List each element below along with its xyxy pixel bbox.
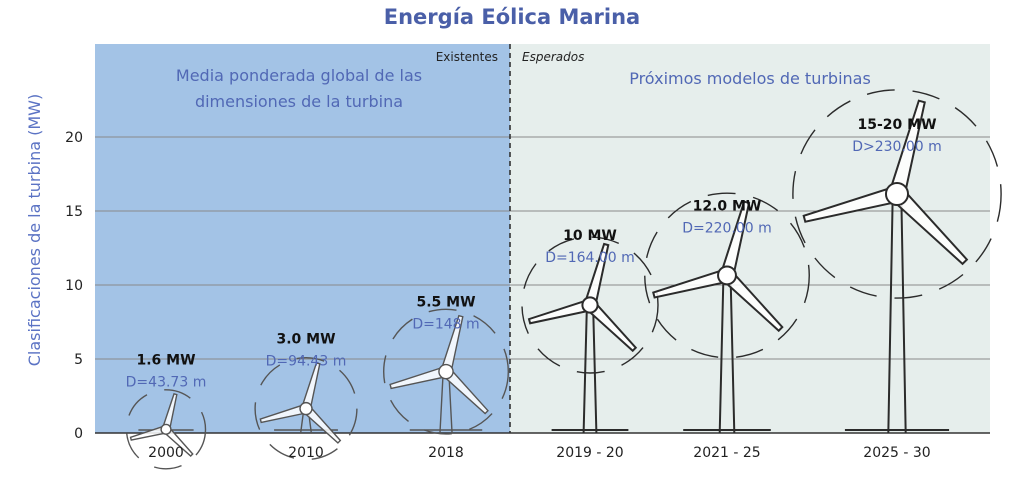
rotor-sweep bbox=[521, 236, 659, 374]
turbine-hub bbox=[581, 296, 599, 314]
turbine-blade bbox=[652, 268, 730, 299]
rotor-sweep bbox=[254, 357, 358, 461]
turbine-blade bbox=[389, 365, 449, 390]
mw-label: 10 MW bbox=[563, 228, 617, 244]
turbine-1 bbox=[125, 389, 207, 470]
turbine-blade bbox=[129, 424, 168, 441]
existing-segment-label: Existentes bbox=[436, 50, 498, 64]
x-tick-label: 2000 bbox=[148, 445, 184, 461]
existing-region-text-line-1: Media ponderada global de las bbox=[176, 66, 422, 85]
expected-region-text: Próximos modelos de turbinas bbox=[629, 69, 871, 88]
turbine-tower bbox=[887, 197, 907, 434]
turbine-blade bbox=[721, 269, 784, 333]
turbine-blade bbox=[162, 425, 194, 457]
rotor-sweep bbox=[383, 308, 510, 435]
diameter-label: D=220.00 m bbox=[682, 220, 772, 236]
mw-label: 12.0 MW bbox=[693, 198, 762, 214]
y-tick-label: 5 bbox=[74, 352, 83, 368]
turbine-tower bbox=[718, 279, 736, 434]
turbine-blade bbox=[301, 404, 342, 444]
turbine-hub bbox=[884, 181, 910, 207]
x-tick-label: 2010 bbox=[288, 445, 324, 461]
chart-labels: 0 5 10 15 20 2000 2010 2018 2019 - 20 2021 - 25 20… bbox=[65, 117, 942, 461]
diameter-label: D=148 m bbox=[412, 317, 479, 333]
turbine-5 bbox=[644, 192, 810, 434]
y-tick-label: 15 bbox=[65, 204, 83, 220]
turbine-blade bbox=[259, 403, 308, 424]
x-tick-label: 2019 - 20 bbox=[556, 445, 623, 461]
turbine-4 bbox=[521, 236, 659, 434]
diameter-label: D>230.00 m bbox=[852, 139, 942, 155]
mw-label: 15-20 MW bbox=[857, 117, 936, 133]
mw-label: 3.0 MW bbox=[276, 332, 335, 348]
turbine-blade bbox=[583, 242, 610, 308]
y-tick-label: 0 bbox=[74, 426, 83, 442]
turbine-tower bbox=[582, 308, 598, 434]
turbine-blade bbox=[300, 362, 321, 411]
turbine-hub bbox=[299, 401, 313, 416]
turbine-hub bbox=[717, 265, 737, 286]
expected-region-bg bbox=[510, 44, 990, 433]
turbine-blade bbox=[719, 200, 751, 279]
x-tick-label: 2018 bbox=[428, 445, 464, 461]
turbine-tower bbox=[439, 375, 453, 434]
rotor-sweep bbox=[125, 389, 207, 470]
mw-label: 5.5 MW bbox=[416, 295, 475, 311]
existing-region-text-line-2: dimensiones de la turbina bbox=[195, 92, 403, 111]
x-tick-label: 2021 - 25 bbox=[693, 445, 760, 461]
turbine-blade bbox=[161, 392, 178, 432]
mw-label: 1.6 MW bbox=[136, 352, 195, 368]
turbine-3 bbox=[383, 308, 510, 435]
diameter-label: D=164.00 m bbox=[545, 250, 635, 266]
expected-segment-label: Esperados bbox=[522, 50, 584, 64]
diameter-label: D=94.43 m bbox=[266, 354, 347, 370]
y-tick-label: 20 bbox=[65, 130, 83, 146]
chart-backgrounds bbox=[95, 44, 990, 433]
y-tick-label: 10 bbox=[65, 278, 83, 294]
chart-title: Energía Eólica Marina bbox=[384, 5, 640, 29]
turbine-blade bbox=[441, 367, 489, 415]
y-axis-label: Clasificaciones de la turbina (MW) bbox=[25, 94, 44, 366]
turbine-blade bbox=[888, 99, 926, 198]
turbine-blade bbox=[584, 299, 638, 353]
turbine-blade bbox=[440, 314, 464, 374]
turbine-2 bbox=[254, 357, 358, 461]
turbine-6 bbox=[792, 89, 1002, 434]
x-tick-label: 2025 - 30 bbox=[863, 445, 930, 461]
turbine-hub bbox=[438, 363, 454, 380]
rotor-sweep bbox=[792, 89, 1002, 299]
rotor-sweep bbox=[644, 192, 810, 359]
turbine-blade bbox=[527, 298, 593, 325]
turbine-illustrations bbox=[125, 89, 1002, 470]
turbine-hub bbox=[160, 423, 172, 435]
turbine-blade bbox=[802, 185, 901, 223]
diameter-label: D=43.73 m bbox=[126, 374, 207, 390]
turbine-blade bbox=[890, 187, 969, 266]
